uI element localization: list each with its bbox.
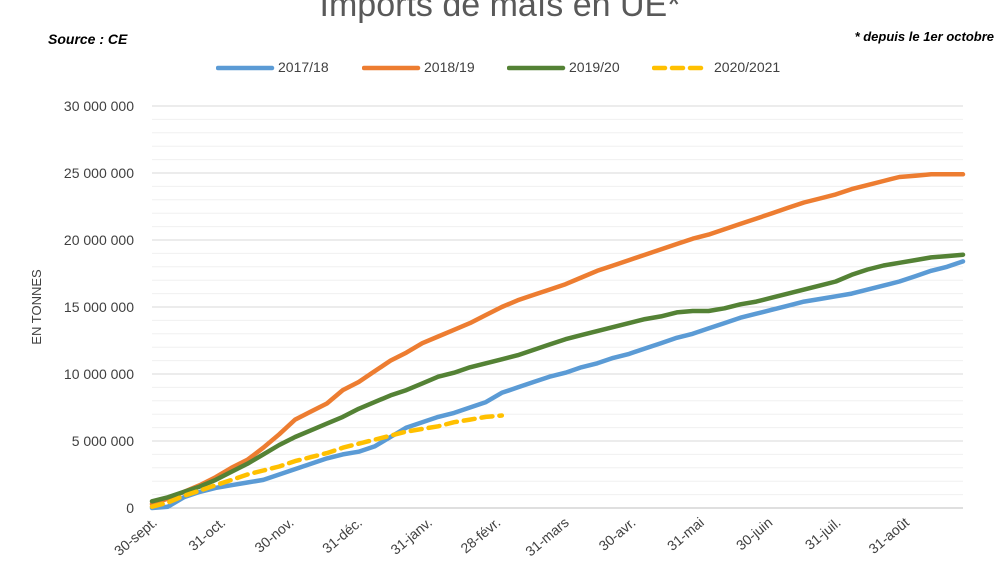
series-line-2019-20 xyxy=(149,252,966,504)
y-tick-label: 15 000 000 xyxy=(64,299,134,315)
x-tick-label: 30-juin xyxy=(733,514,775,553)
legend-item-2019-20: 2019/20 xyxy=(507,58,647,78)
legend-label-2019-20: 2019/20 xyxy=(569,59,620,75)
legend: 2017/18 2018/19 2019/20 2020/2021 xyxy=(0,58,1000,78)
y-tick-label: 5 000 000 xyxy=(72,433,134,449)
x-tick-label: 31-août xyxy=(865,514,912,557)
legend-item-2020-2021: 2020/2021 xyxy=(652,58,812,78)
x-tick-label: 31-juil. xyxy=(802,514,844,553)
x-tick-label: 31-mars xyxy=(522,514,572,559)
y-tick-label: 20 000 000 xyxy=(64,232,134,248)
x-tick-label: 30-avr. xyxy=(595,514,638,554)
y-tick-label: 10 000 000 xyxy=(64,366,134,382)
footnote: * depuis le 1er octobre xyxy=(854,29,994,44)
x-tick-label: 28-févr. xyxy=(457,514,503,556)
source-note: Source : CE xyxy=(48,31,128,47)
gridlines xyxy=(152,105,963,509)
y-tick-label: 25 000 000 xyxy=(64,165,134,181)
y-axis-title: EN TONNES xyxy=(29,269,44,345)
y-tick-label: 30 000 000 xyxy=(64,98,134,114)
x-tick-label: 30-sept. xyxy=(111,514,160,559)
legend-item-2018-19: 2018/19 xyxy=(362,58,502,78)
series-line-2018-19 xyxy=(149,172,966,507)
x-tick-label: 30-nov. xyxy=(251,514,296,556)
x-axis-tick-labels: 30-sept. 31-oct. 30-nov. 31-déc. 31-janv. 28-… xyxy=(111,514,912,559)
legend-label-2017-18: 2017/18 xyxy=(278,59,329,75)
series-line-2017-18 xyxy=(149,259,966,511)
series-line-2020-2021 xyxy=(149,413,505,509)
legend-label-2020-2021: 2020/2021 xyxy=(714,59,781,75)
legend-label-2018-19: 2018/19 xyxy=(424,59,475,75)
x-tick-label: 31-déc. xyxy=(319,514,365,556)
x-tick-label: 31-janv. xyxy=(387,514,435,558)
chart-title: Imports de maïs en UE* xyxy=(319,0,681,24)
series-lines xyxy=(149,172,966,511)
y-tick-label: 0 xyxy=(126,500,134,516)
y-axis-tick-labels: 0 5 000 000 10 000 000 15 000 000 20 000 000… xyxy=(64,98,134,516)
legend-item-2017-18: 2017/18 xyxy=(216,58,356,78)
x-tick-label: 31-mai xyxy=(664,514,707,554)
x-tick-label: 31-oct. xyxy=(185,514,228,554)
